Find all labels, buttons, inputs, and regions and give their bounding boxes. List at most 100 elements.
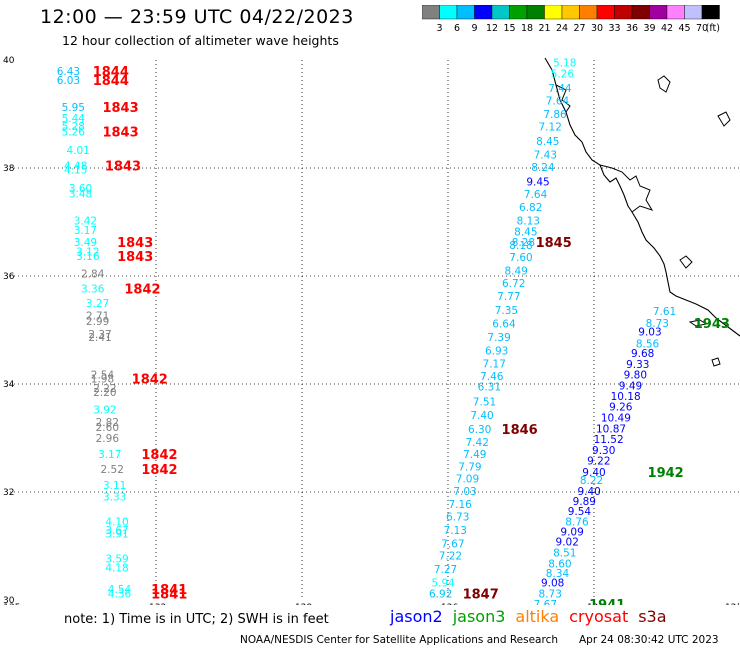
swh-value: 2.37 [88,329,111,341]
swh-value: 9.30 [592,445,615,457]
axis-tick-labels: -135 -132 -129 -126 -123 -12(40 38 36 34 32 30 [0,56,740,605]
swh-value: 3.48 [69,188,92,200]
swh-value: 8.24 [531,162,555,174]
swh-value: 6.31 [478,382,501,394]
x-tick-label: -135 [0,603,20,605]
swh-value: 10.87 [596,423,626,435]
swh-value: 2.22 [93,383,116,395]
swh-value: 7.51 [473,396,496,408]
scale-unit: (ft) [706,23,720,33]
swh-value: 5.26 [551,69,575,81]
pass-time: 1843 [105,159,141,174]
cape-mendocino [555,84,571,113]
y-tick-label: 34 [3,380,15,390]
credit-line: NOAA/NESDIS Center for Satellite Applica… [240,634,558,646]
swh-value: 4.01 [66,145,89,157]
swh-value: 8.76 [565,517,589,529]
swh-value: 7.35 [495,305,518,317]
swh-value: 2.20 [93,387,116,399]
satellite-altika: altika [515,607,560,626]
swh-value: 9.03 [638,327,661,339]
swh-value: 8.60 [548,558,571,570]
satellite-jason2: jason2 [390,607,443,626]
swh-value: 10.49 [601,412,631,424]
scale-label: 39 [643,23,655,33]
swh-value: 3.91 [105,529,128,541]
x-tick-label: -123 [584,603,604,605]
swh-value: 3.92 [93,404,116,416]
x-tick-label: -132 [146,603,166,605]
swh-value: 5.28 [62,121,85,133]
swh-value: 8.51 [553,547,576,559]
swh-value: 2.82 [96,417,119,429]
swh-value: 7.27 [434,564,457,576]
y-tick-label: 30 [3,596,15,605]
scale-label: 21 [538,23,550,33]
swh-value: 7.42 [466,437,489,449]
swh-value: 6.72 [502,278,525,290]
pass-time: 1941 [589,598,625,605]
swh-value: 10.18 [611,391,641,403]
scale-label: 42 [661,23,673,33]
swh-value: 9.40 [577,486,600,498]
swh-value: 3.33 [103,491,126,503]
swh-value: 2.99 [86,316,109,328]
swh-value: 6.64 [492,319,516,331]
y-tick-label: 32 [3,488,14,498]
swh-value: 3.16 [76,251,100,263]
pass-time: 1846 [502,423,538,438]
swh-value: 2.41 [88,332,111,344]
swh-value: 7.64 [524,189,548,201]
swh-value: 7.13 [444,525,467,537]
pass-time: 1841 [151,588,187,603]
swh-value: 1.98 [91,374,114,386]
swh-value: 9.22 [587,456,610,468]
swh-value: 8.34 [546,568,570,580]
swh-value: 7.64 [546,96,570,108]
swh-value: 3.27 [86,298,109,310]
scale-label: 45 [678,23,690,33]
swh-value: 9.26 [609,402,633,414]
swh-value: 7.43 [534,150,557,162]
scale-label: 9 [471,23,477,33]
satellite-cryosat: cryosat [569,607,629,626]
swh-value: 7.03 [453,486,476,498]
pass-time: 1843 [117,250,153,265]
pass-time: 1842 [132,373,168,388]
swh-value: 3.59 [105,553,128,565]
swh-value: 6.43 [57,66,80,78]
pass-time: 1844 [93,65,129,80]
pass-time: 1847 [463,588,499,603]
swh-value: 9.40 [582,467,605,479]
swh-value: 11.52 [594,434,624,446]
scale-swatch [701,5,720,20]
swh-value: 6.92 [429,589,452,601]
scale-label: 24 [556,23,568,33]
swh-value: 6.82 [519,202,542,214]
chart-subtitle: 12 hour collection of altimeter wave hei… [62,33,339,48]
swh-value: 8.49 [504,266,527,278]
coastline [544,57,740,367]
x-tick-label: -126 [438,603,459,605]
swh-value: 8.18 [509,240,532,252]
color-scale-legend: 3 6 9 12 15 18 21 24 27 30 33 36 39 42 45 70(ft) [422,5,720,33]
swh-value: 4.18 [105,563,128,575]
swh-value: 2.84 [81,268,105,280]
swh-value: 9.54 [568,506,592,518]
swh-value: 3.60 [69,183,92,195]
swh-value: 7.17 [483,358,506,370]
pass-time: 1841 [151,583,187,598]
swh-value: 3.12 [76,247,99,259]
swh-value: 8.45 [514,227,537,239]
x-tick-label: -12( [722,603,740,605]
swh-value: 9.09 [560,526,583,538]
swh-value: 9.33 [626,359,649,371]
pass-time: 1843 [102,125,138,140]
y-tick-label: 40 [3,56,15,66]
swh-value: 2.60 [96,422,119,434]
swh-value: 7.86 [543,109,567,121]
channel-island [711,357,721,367]
swh-value: 3.17 [98,449,121,461]
pass-time: 1842 [124,282,160,297]
swh-value: 9.89 [573,496,596,508]
